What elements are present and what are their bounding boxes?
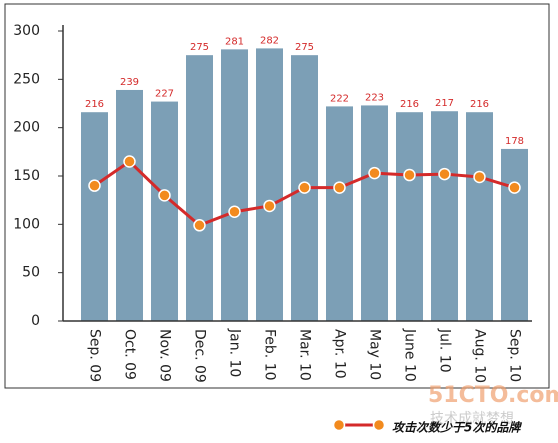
x-tick-label: Sep. 09 — [87, 329, 103, 382]
value-label: 222 — [330, 93, 349, 104]
value-label: 282 — [260, 35, 279, 46]
line-marker — [193, 219, 206, 232]
bar — [361, 105, 388, 321]
bar — [396, 112, 423, 321]
line-marker — [473, 170, 486, 184]
line-marker — [123, 155, 136, 168]
x-tick-label: Sep. 10 — [507, 329, 523, 382]
bar — [431, 111, 458, 321]
value-label: 275 — [190, 42, 209, 53]
line-marker — [333, 181, 346, 194]
bar — [151, 101, 178, 321]
bar — [326, 106, 353, 322]
x-tick-label: Dec. 09 — [192, 329, 208, 383]
value-label: 216 — [470, 99, 489, 110]
line-marker — [298, 181, 311, 194]
value-label: 216 — [400, 99, 419, 110]
value-label: 239 — [120, 77, 139, 88]
y-tick-label: 300 — [13, 23, 40, 39]
line-marker — [438, 167, 451, 181]
watermark-logo: 51CTO.com — [428, 383, 558, 408]
legend-marker — [372, 418, 386, 432]
y-tick-label: 150 — [13, 168, 40, 184]
bar — [221, 49, 248, 321]
value-label: 227 — [155, 89, 174, 100]
y-tick-label: 100 — [13, 216, 40, 232]
x-tick-label: Jan. 10 — [227, 328, 243, 377]
x-tick-label: Nov. 09 — [157, 329, 173, 382]
watermark-slogan: 技术成就梦想 — [430, 411, 514, 427]
x-tick-label: Oct. 09 — [122, 329, 138, 380]
bar — [256, 48, 283, 322]
bar — [81, 112, 108, 321]
y-tick-label: 250 — [13, 71, 40, 87]
value-label: 217 — [435, 98, 454, 109]
value-label: 216 — [85, 99, 104, 110]
y-tick-label: 50 — [22, 265, 40, 281]
line-marker — [228, 205, 241, 219]
line-marker — [158, 189, 171, 202]
value-label: 223 — [365, 92, 384, 103]
x-tick-label: Feb. 10 — [262, 329, 278, 381]
x-tick-label: Jul. 10 — [437, 328, 453, 373]
x-tick-label: Aug. 10 — [472, 329, 488, 383]
x-tick-label: Mar. 10 — [297, 329, 313, 381]
y-tick-label: 200 — [13, 120, 40, 136]
line-marker — [88, 179, 101, 192]
bar — [466, 112, 493, 321]
legend-label: 攻击次数少于5次的品牌 — [392, 421, 522, 435]
line-marker — [508, 181, 521, 194]
y-tick-label: 0 — [31, 313, 40, 329]
bar — [501, 148, 528, 321]
line-marker — [368, 166, 381, 180]
value-label: 275 — [295, 42, 314, 53]
value-label: 178 — [505, 136, 524, 147]
x-tick-label: May 10 — [367, 329, 383, 380]
bar — [116, 89, 143, 321]
legend-marker — [332, 418, 346, 432]
x-tick-label: Apr. 10 — [332, 329, 348, 379]
line-marker — [263, 199, 276, 213]
value-label: 281 — [225, 36, 244, 47]
line-marker — [403, 168, 416, 182]
bar — [186, 55, 213, 322]
x-tick-label: June 10 — [402, 328, 418, 382]
